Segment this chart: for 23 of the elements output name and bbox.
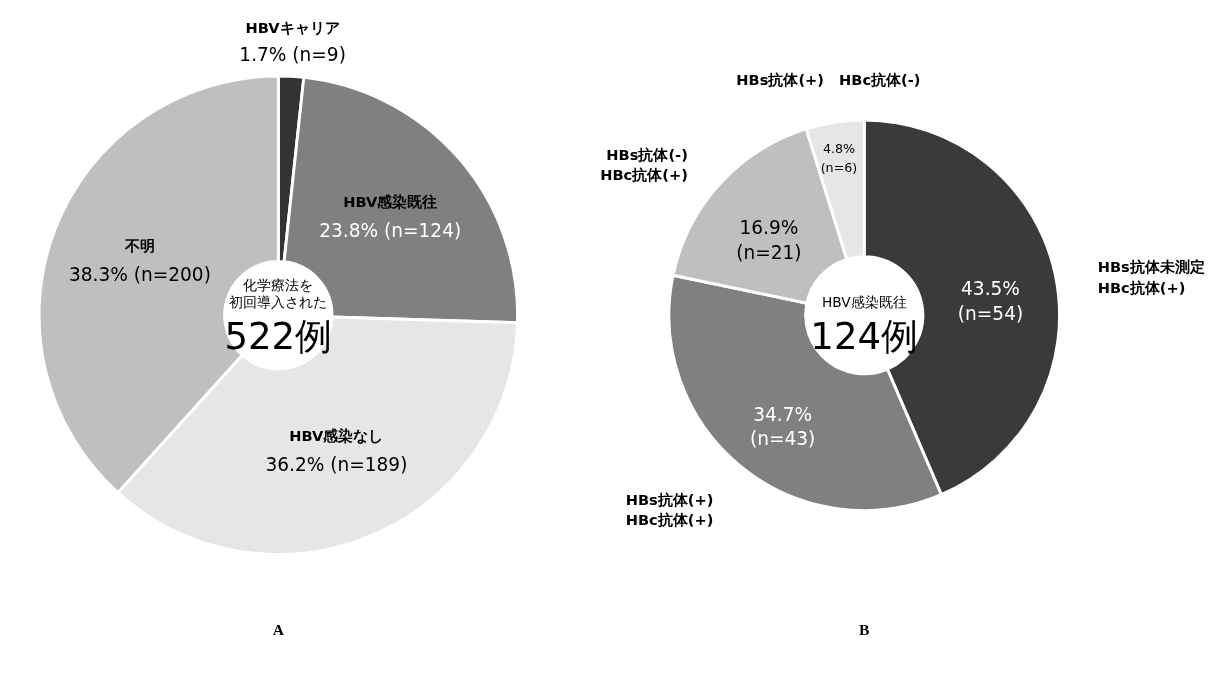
data-label: 4.8% (n=6) — [820, 141, 858, 175]
slice-label: HBV感染なし — [289, 427, 384, 444]
data-label: 43.5% (n=54) — [957, 278, 1024, 324]
slice-label: HBs抗体(+) HBc抗体(+) — [625, 490, 714, 529]
data-label: 16.9% (n=21) — [736, 217, 802, 263]
text: 化学療法を — [243, 276, 314, 293]
data-label: 1.7% (n=9) — [239, 44, 346, 66]
slice-label: HBs抗体(-) HBc抗体(+) — [600, 145, 688, 184]
slice-label: HBs抗体未測定 HBc抗体(+) — [1097, 258, 1205, 296]
data-label: 23.8% (n=124) — [319, 220, 462, 242]
text: 522例 — [224, 315, 333, 359]
slice-label: 不明 — [123, 237, 155, 255]
data-label: 34.7% (n=43) — [749, 403, 816, 450]
text: 124例 — [810, 315, 919, 359]
text: A — [272, 620, 285, 638]
text: 初回導入された — [229, 294, 328, 311]
text: B — [859, 620, 870, 638]
slice-label: HBs抗体(+) HBc抗体(-) — [736, 70, 921, 88]
data-label: 38.3% (n=200) — [68, 264, 211, 286]
text: HBV感染既往 — [821, 294, 907, 311]
slice-label: HBVキャリア — [245, 19, 340, 36]
slice-label: HBV感染既往 — [343, 193, 438, 211]
data-label: 36.2% (n=189) — [265, 454, 408, 476]
